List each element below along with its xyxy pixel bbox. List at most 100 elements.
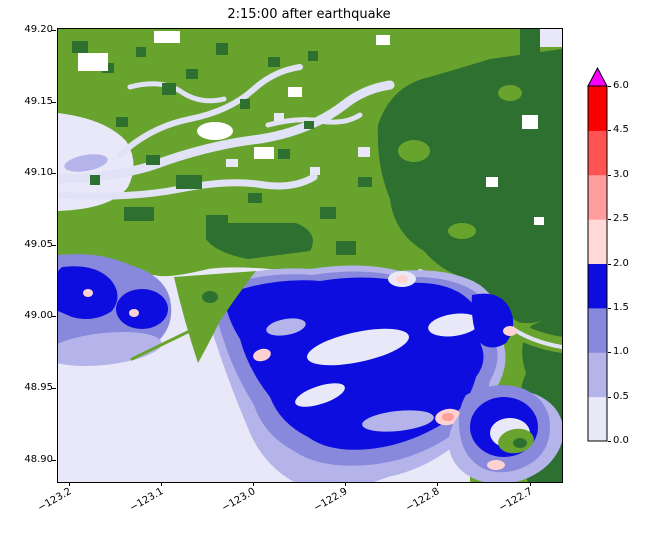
coast-pink [129, 309, 139, 317]
bay-lens [295, 383, 345, 407]
x-tickmark [529, 482, 531, 486]
y-tick-label: 49.05 [24, 238, 53, 250]
colorbar-tickmark [608, 263, 611, 265]
woodlot [304, 121, 314, 129]
wet-speck [358, 147, 370, 157]
y-tickmark [52, 173, 56, 175]
colorbar-tick-label: 0.0 [613, 435, 629, 446]
colorbar-tick-label: 1.5 [613, 301, 629, 313]
x-tick-label: −123.0 [219, 486, 258, 515]
colorbar-tick-label: 2.0 [613, 257, 629, 269]
colorbar-tick-label: 2.5 [613, 213, 629, 225]
colorbar-segment [588, 219, 607, 264]
woodlot [90, 175, 100, 185]
dry-patch [78, 53, 108, 71]
woodlot [320, 207, 336, 219]
y-tickmark [52, 316, 56, 318]
fraser-main [58, 80, 395, 184]
dry-patch [197, 122, 233, 140]
woodlot [278, 149, 290, 159]
y-tick-label: 49.10 [24, 167, 53, 179]
colorbar-tickmark [608, 130, 611, 132]
dark-patch [544, 61, 562, 83]
dry-patch [522, 115, 538, 129]
colorbar-over-triangle [587, 67, 608, 87]
colorbar-tickmark [608, 86, 611, 87]
woodlot [124, 207, 154, 221]
fraser-south-arm [58, 173, 318, 200]
woodlot [146, 155, 160, 165]
y-tick-label: 49.00 [24, 310, 53, 322]
woodlot [136, 47, 146, 57]
swirl-pink [487, 460, 505, 470]
clearing [448, 223, 476, 239]
y-tick-label: 48.95 [24, 381, 53, 393]
wet-speck [274, 113, 284, 121]
colorbar-segment [588, 130, 607, 176]
colorbar-segment [588, 263, 607, 309]
colorbar-tick-label: 3.0 [613, 168, 629, 180]
point-wedge [174, 271, 256, 363]
bay-lens [266, 318, 306, 336]
slough-loop [127, 81, 227, 104]
wet-speck [310, 167, 320, 175]
upland-dark [377, 49, 562, 324]
colorbar-segment [588, 86, 607, 131]
y-tickmark [52, 101, 56, 103]
dry-patch [254, 147, 274, 159]
dry-patch [534, 217, 544, 225]
y-tickmark [52, 387, 56, 389]
chart-title: 2:15:00 after earthquake [227, 7, 391, 22]
inundation-map [58, 29, 562, 482]
woodlot [116, 117, 128, 127]
x-tickmark [252, 482, 254, 486]
colorbar-tick-label: 4.5 [613, 124, 629, 136]
colorbar-segment [588, 352, 607, 398]
woodlot [176, 175, 202, 189]
dry-patch [288, 87, 302, 97]
y-tick-label: 48.90 [24, 453, 53, 465]
colorbar [587, 67, 608, 442]
woodlot [216, 43, 228, 55]
channel-upper [265, 112, 363, 128]
clearing [498, 85, 522, 101]
colorbar-segment [588, 174, 607, 220]
corner-lavender [540, 29, 562, 47]
colorbar-tickmark [608, 307, 611, 309]
colorbar-tick-label: 1.0 [613, 346, 629, 358]
dry-patch [154, 31, 180, 43]
x-tick-label: −123.1 [127, 486, 166, 515]
x-tickmark [437, 482, 439, 486]
y-tickmark [52, 459, 56, 461]
x-tick-label: −123.2 [35, 486, 74, 515]
wedge-dark [202, 291, 218, 303]
bay-ne-lobe [471, 293, 514, 348]
bay-lens [307, 328, 409, 366]
coast-blue [116, 289, 168, 329]
x-tick-label: −122.9 [312, 486, 350, 515]
wet-speck [226, 159, 238, 167]
y-tick-label: 49.20 [24, 24, 53, 36]
y-tickmark [52, 244, 56, 246]
woodlot [248, 193, 262, 203]
clearing [398, 140, 430, 162]
bay-notch-pink [396, 275, 408, 283]
woodlot [162, 83, 176, 95]
dark-ridge [336, 241, 356, 255]
colorbar-segment [588, 396, 607, 442]
colorbar-segment [588, 307, 607, 353]
coast-pink [83, 289, 93, 297]
woodlot [240, 99, 250, 109]
swirl-island-dark [513, 438, 527, 448]
jetty [130, 325, 200, 361]
colorbar-tick-label: 6.0 [613, 80, 629, 91]
colorbar-tickmark [608, 441, 611, 442]
woodlot [358, 177, 372, 187]
y-tick-label: 49.15 [24, 95, 53, 107]
y-tickmark [52, 30, 56, 32]
woodlot [268, 57, 280, 67]
colorbar-tickmark [608, 219, 611, 221]
dry-patch [376, 35, 390, 45]
bay-pink-core [442, 413, 454, 421]
